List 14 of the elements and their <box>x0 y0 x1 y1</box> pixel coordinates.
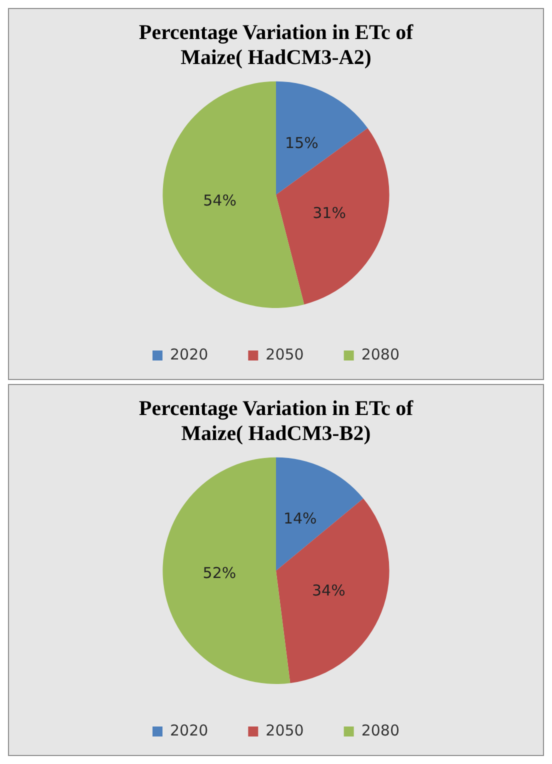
legend-label: 2080 <box>361 345 400 364</box>
legend-label: 2080 <box>361 721 400 740</box>
data-label: 34% <box>312 581 346 600</box>
chart-title: Percentage Variation in ETc of Maize( HadCM3-B2) <box>138 396 414 446</box>
data-label: 31% <box>312 204 346 222</box>
legend-label: 2050 <box>266 345 304 364</box>
data-label: 52% <box>202 564 236 582</box>
legend-label: 2020 <box>170 721 208 740</box>
legend-label: 2020 <box>170 345 208 364</box>
data-label: 14% <box>283 509 317 528</box>
data-label: 15% <box>285 134 318 152</box>
legend-label: 2050 <box>266 721 304 740</box>
data-label: 54% <box>203 192 236 210</box>
chart-title: Percentage Variation in ETc of Maize( HadCM3-A2) <box>138 20 414 70</box>
